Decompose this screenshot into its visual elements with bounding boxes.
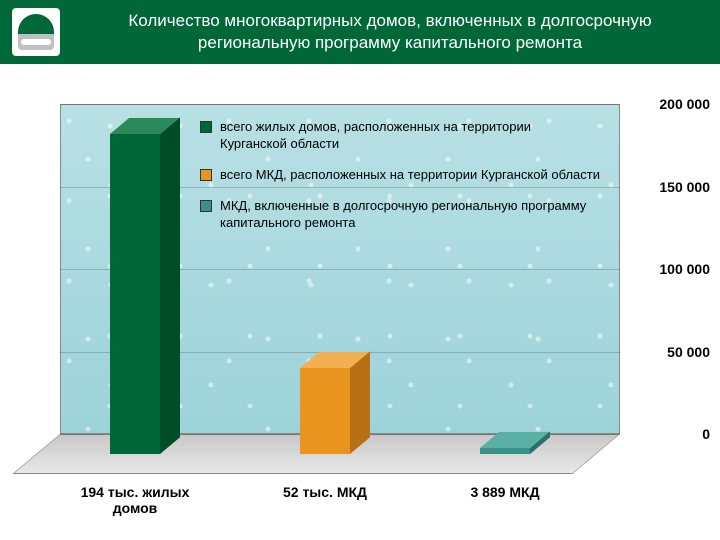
grid-line	[60, 104, 620, 105]
y-axis-label: 100 000	[659, 261, 710, 277]
x-axis-label: 3 889 МКД	[430, 484, 580, 500]
legend-item: всего МКД, расположенных на территории К…	[200, 167, 600, 184]
y-axis-label: 50 000	[667, 344, 710, 360]
legend-label: МКД, включенные в долгосрочную региональ…	[220, 198, 600, 232]
y-axis-label: 0	[702, 426, 710, 442]
chart-legend: всего жилых домов, расположенных на терр…	[200, 119, 600, 245]
legend-swatch-icon	[200, 200, 212, 212]
legend-label: всего МКД, расположенных на территории К…	[220, 167, 600, 184]
legend-swatch-icon	[200, 169, 212, 181]
chart-bar	[300, 368, 350, 454]
bar-chart: 0 50 000 100 000 150 000 200 000 всего жилых…	[0, 64, 720, 524]
y-axis-label: 150 000	[659, 179, 710, 195]
legend-item: МКД, включенные в долгосрочную региональ…	[200, 198, 600, 232]
region-emblem-icon	[12, 8, 60, 56]
y-axis-label: 200 000	[659, 96, 710, 112]
page-title: Количество многоквартирных домов, включе…	[72, 10, 708, 54]
header-bar: Количество многоквартирных домов, включе…	[0, 0, 720, 64]
x-axis-label: 194 тыс. жилых домов	[60, 484, 210, 516]
legend-swatch-icon	[200, 121, 212, 133]
chart-bar	[110, 134, 160, 454]
x-axis-label: 52 тыс. МКД	[250, 484, 400, 500]
legend-label: всего жилых домов, расположенных на терр…	[220, 119, 600, 153]
chart-bar	[480, 448, 530, 454]
legend-item: всего жилых домов, расположенных на терр…	[200, 119, 600, 153]
